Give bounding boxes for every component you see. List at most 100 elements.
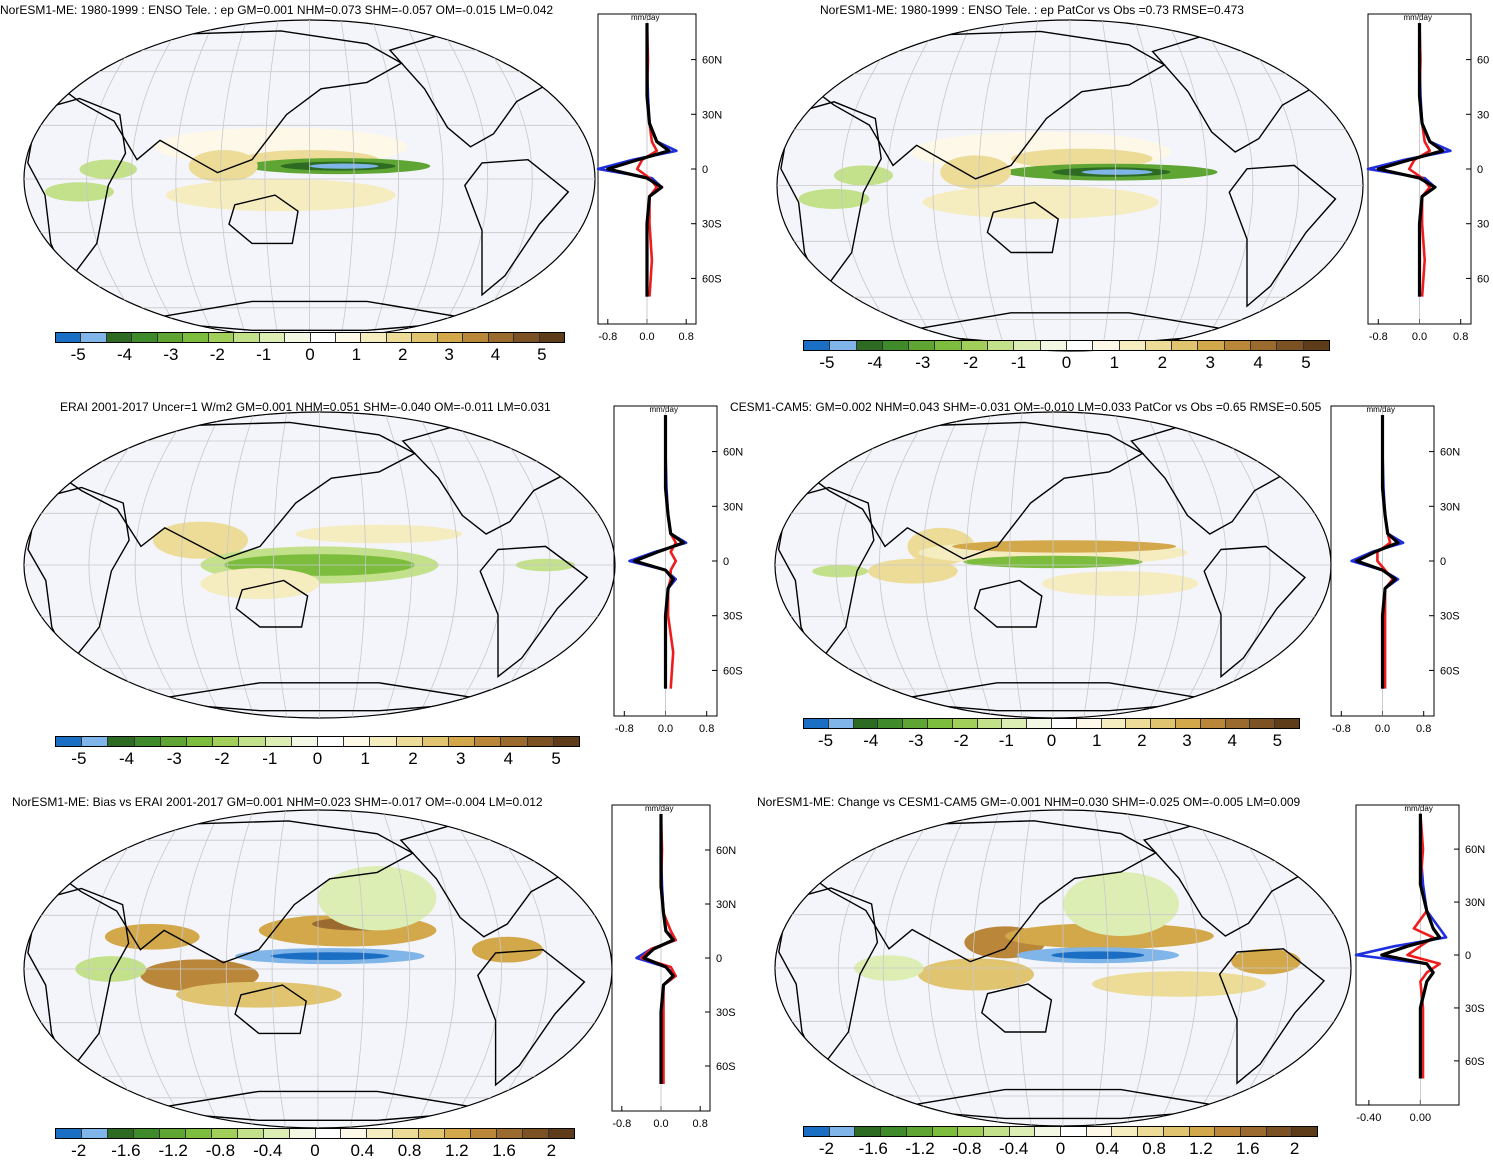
zonal-series-black	[642, 814, 675, 1084]
colorbar-label: 5	[1272, 731, 1283, 750]
colorbar-swatch	[361, 333, 387, 342]
lat-tick-label: 60S	[1465, 1056, 1485, 1068]
colorbar-label: -4	[116, 345, 133, 364]
colorbar-swatch	[335, 333, 362, 342]
colorbar-label: 5	[551, 749, 561, 768]
graticule-line	[1204, 412, 1271, 718]
lat-tick-label: 60S	[702, 273, 722, 285]
colorbar-label: -3	[908, 731, 924, 750]
colorbar-label: 1.6	[492, 1141, 516, 1160]
panel-title: NorESM1-ME: 1980-1999 : ENSO Tele. : ep …	[820, 3, 1244, 17]
coastline-australia	[228, 194, 299, 245]
anomaly-region	[1063, 872, 1179, 936]
colorbar-swatch	[157, 333, 184, 342]
colorbar-label: 0	[305, 345, 315, 364]
lat-tick-label: 0	[1465, 950, 1471, 962]
anomaly-region	[952, 540, 1177, 553]
colorbar: -2 -1.6 -1.2 -0.8 -0.4 0 0.4 0.8 1.2 1.6 2	[55, 1128, 575, 1161]
zonal-series-red	[1376, 415, 1395, 689]
colorbar-label: -1	[256, 345, 272, 364]
colorbar-swatch	[1163, 1127, 1190, 1136]
anomaly-region	[1092, 971, 1266, 997]
lat-tick-label: 0	[1477, 164, 1483, 176]
x-tick-label: -0.8	[615, 723, 634, 735]
lat-tick-label: 30S	[1465, 1003, 1485, 1015]
panel-title: NorESM1-ME: 1980-1999 : ENSO Tele. : ep …	[0, 3, 554, 17]
anomaly-region	[1011, 148, 1153, 169]
lat-tick-label: 30N	[1440, 501, 1460, 513]
anomaly-region	[188, 150, 258, 183]
colorbar-label: 1	[360, 749, 370, 768]
graticule-line	[130, 20, 186, 338]
graticule-line	[1143, 412, 1184, 718]
lat-tick-label: 0	[723, 556, 729, 568]
colorbar-swatch	[527, 737, 554, 746]
colorbar-swatch	[1189, 1127, 1216, 1136]
colorbar-swatch	[81, 333, 107, 342]
coastline-australia	[973, 579, 1043, 628]
lat-tick-label: 30S	[1440, 611, 1460, 623]
coastline-australia	[234, 984, 307, 1035]
colorbar-label: -2	[209, 345, 225, 364]
coastline-eurasia	[61, 30, 403, 174]
coastline-eurasia	[62, 820, 415, 964]
colorbar-swatch	[239, 737, 266, 746]
colorbar-swatch	[1275, 719, 1299, 728]
colorbar-swatch	[106, 333, 133, 342]
colorbar-label: 0	[310, 1141, 320, 1160]
x-tick-label: 0.8	[1416, 723, 1431, 735]
colorbar-swatch	[932, 1127, 959, 1136]
coastline-samerica	[1218, 948, 1326, 1085]
colorbar-label: 1.6	[1235, 1139, 1260, 1158]
coastline-africa	[780, 101, 882, 295]
graticule-line	[88, 810, 158, 1128]
colorbar-swatch	[422, 737, 450, 746]
zonal-series-black	[1380, 813, 1442, 1079]
colorbar-swatch	[265, 737, 292, 746]
colorbar-swatch	[977, 719, 1003, 728]
coastline-eurasia	[812, 820, 1158, 963]
colorbar-swatch	[1061, 1127, 1087, 1136]
anomaly-region	[175, 981, 342, 1008]
colorbar-swatch	[367, 1129, 394, 1138]
colorbar-swatch	[1040, 341, 1067, 350]
graticule-line	[1009, 412, 1024, 718]
zonal-unit-label: mm/day	[1404, 804, 1432, 813]
lat-tick-label: 0	[1440, 556, 1446, 568]
colorbar-swatch	[107, 1129, 134, 1138]
colorbar-swatch	[1112, 1127, 1139, 1136]
lat-tick-label: 30N	[1465, 897, 1485, 909]
graticule-line	[1229, 20, 1299, 351]
graticule-line	[464, 20, 533, 338]
anomaly-region	[940, 155, 1011, 189]
colorbar-swatch	[952, 719, 978, 728]
colorbar-label: -0.8	[952, 1139, 982, 1158]
graticule-line	[272, 412, 288, 718]
lat-tick-label: 60N	[1440, 447, 1460, 459]
anomaly-region	[152, 521, 249, 559]
colorbar-label: 3	[444, 345, 454, 364]
graticule-line	[841, 20, 911, 351]
lat-tick-label: 60N	[1465, 844, 1485, 856]
graticule-line	[1101, 20, 1117, 351]
colorbar-label: 4	[1253, 353, 1263, 372]
lat-tick-label: 60N	[702, 55, 722, 67]
coastline-australia	[986, 201, 1059, 254]
colorbar-swatch	[853, 719, 879, 728]
graticule-line	[415, 412, 459, 718]
graticule-line	[1082, 412, 1097, 718]
colorbar-swatch	[523, 1129, 550, 1138]
colorbar-swatch	[56, 737, 83, 746]
colorbar-swatch	[187, 737, 214, 746]
panel-title: NorESM1-ME: Bias vs ERAI 2001-2017 GM=0.…	[12, 795, 543, 809]
colorbar-label: -1.2	[158, 1141, 188, 1160]
colorbar-swatch	[909, 341, 936, 350]
colorbar-label: -1	[998, 731, 1014, 750]
colorbar-swatch	[935, 341, 962, 350]
colorbar-label: 4	[1227, 731, 1237, 750]
lat-tick-label: 60S	[716, 1061, 736, 1073]
anomaly-region	[165, 179, 396, 212]
colorbar-label: -3	[163, 345, 179, 364]
colorbar-label: -1.2	[905, 1139, 935, 1158]
graticule-line	[134, 412, 191, 718]
